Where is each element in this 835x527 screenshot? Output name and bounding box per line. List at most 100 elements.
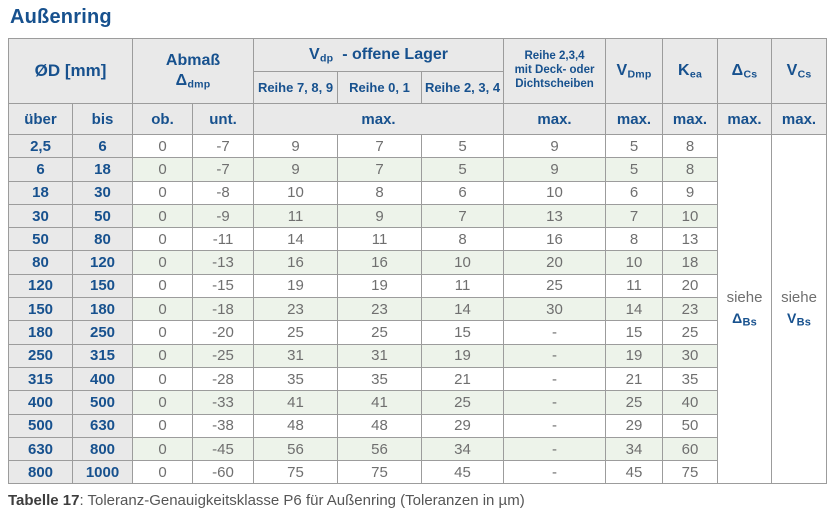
cell-r234: 5 <box>421 133 505 159</box>
cell-r789: 31 <box>253 343 339 368</box>
vcs-symbol: V <box>786 61 798 79</box>
cell-kea: 35 <box>662 366 719 392</box>
cell-vdmp: 11 <box>605 273 664 299</box>
cell-unt: -45 <box>191 436 255 462</box>
cell-ueber: 150 <box>8 297 73 322</box>
cell-r01: 19 <box>337 273 423 299</box>
cell-deck: - <box>503 366 607 392</box>
cell-ob: 0 <box>132 320 193 345</box>
cell-bis: 400 <box>72 366 133 392</box>
header-max-deck: max. <box>503 103 607 135</box>
cell-unt: -60 <box>191 460 255 485</box>
cell-r789: 19 <box>253 273 339 299</box>
cell-r234: 10 <box>421 250 505 275</box>
cell-r234: 29 <box>421 413 505 438</box>
header-vdmp: VDmp <box>605 38 664 104</box>
cell-r234: 14 <box>421 297 505 322</box>
cell-kea: 13 <box>662 227 719 252</box>
header-vcs: VCs <box>771 38 828 104</box>
cell-r01: 75 <box>337 460 423 485</box>
abmass-label: Abmaß <box>165 51 221 69</box>
vdp-symbol: V <box>309 45 321 63</box>
cell-vdmp: 34 <box>605 436 664 462</box>
header-reihe-01: Reihe 0, 1 <box>337 71 423 104</box>
cell-r234: 7 <box>421 203 505 229</box>
cell-kea: 10 <box>662 203 719 229</box>
cell-ob: 0 <box>132 297 193 322</box>
cell-r789: 16 <box>253 250 339 275</box>
cell-ob: 0 <box>132 366 193 392</box>
cell-kea: 23 <box>662 297 719 322</box>
cell-kea: 18 <box>662 250 719 275</box>
cell-r789: 14 <box>253 227 339 252</box>
see-v-bs-cell: siehe VBs <box>771 133 828 485</box>
cell-r234: 19 <box>421 343 505 368</box>
cell-vdmp: 6 <box>605 180 664 205</box>
table-row: 2,5 6 0 -7 9 7 5 9 5 8 siehe ΔBs siehe VBs <box>8 133 828 485</box>
cell-unt: -9 <box>191 203 255 229</box>
cell-bis: 18 <box>72 157 133 182</box>
cell-deck: - <box>503 390 607 415</box>
cell-unt: -7 <box>191 133 255 159</box>
cell-ueber: 50 <box>8 227 73 252</box>
caption-text: : Toleranz-Genauigkeitsklasse P6 für Auß… <box>79 492 525 509</box>
cell-r789: 75 <box>253 460 339 485</box>
cell-r01: 23 <box>337 297 423 322</box>
cell-ob: 0 <box>132 157 193 182</box>
cell-unt: -11 <box>191 227 255 252</box>
cell-kea: 40 <box>662 390 719 415</box>
cell-vdmp: 7 <box>605 203 664 229</box>
table-row: 630 800 0 -45 56 56 34-34 60 <box>8 436 827 462</box>
cell-r789: 48 <box>253 413 339 438</box>
header-vdp-offene-lager: Vdp - offene Lager <box>253 38 505 72</box>
tolerance-table: ØD [mm] Abmaß Δdmp Vdp - offene Lager Re… <box>8 38 828 485</box>
cell-vdmp: 10 <box>605 250 664 275</box>
cell-kea: 75 <box>662 460 719 485</box>
cell-bis: 500 <box>72 390 133 415</box>
cell-unt: -13 <box>191 250 255 275</box>
cell-vdmp: 25 <box>605 390 664 415</box>
cell-ob: 0 <box>132 203 193 229</box>
cell-kea: 8 <box>662 133 719 159</box>
cell-r789: 9 <box>253 157 339 182</box>
header-reihe-789: Reihe 7, 8, 9 <box>253 71 339 104</box>
cell-ueber: 6 <box>8 157 73 182</box>
cell-ob: 0 <box>132 250 193 275</box>
cell-kea: 9 <box>662 180 719 205</box>
cell-ueber: 250 <box>8 343 73 368</box>
siehe-label: siehe <box>781 288 817 306</box>
kea-symbol: K <box>678 61 690 79</box>
cell-r234: 45 <box>421 460 505 485</box>
cell-r01: 7 <box>337 157 423 182</box>
cell-r234: 34 <box>421 436 505 462</box>
cell-deck: - <box>503 436 607 462</box>
cell-bis: 120 <box>72 250 133 275</box>
cell-deck: 13 <box>503 203 607 229</box>
cell-unt: -15 <box>191 273 255 299</box>
cell-bis: 315 <box>72 343 133 368</box>
cell-ob: 0 <box>132 390 193 415</box>
cell-kea: 8 <box>662 157 719 182</box>
cell-r789: 10 <box>253 180 339 205</box>
cell-r01: 48 <box>337 413 423 438</box>
header-ueber: über <box>8 103 73 135</box>
cell-ueber: 18 <box>8 180 73 205</box>
header-max-vdmp: max. <box>605 103 664 135</box>
cell-r01: 56 <box>337 436 423 462</box>
see-delta-bs-cell: siehe ΔBs <box>717 133 773 485</box>
cell-ueber: 120 <box>8 273 73 299</box>
cell-bis: 50 <box>72 203 133 229</box>
cell-unt: -18 <box>191 297 255 322</box>
cell-bis: 150 <box>72 273 133 299</box>
cell-unt: -7 <box>191 157 255 182</box>
cell-r234: 6 <box>421 180 505 205</box>
cell-bis: 250 <box>72 320 133 345</box>
cell-vdmp: 5 <box>605 133 664 159</box>
table-row: 250 315 0 -25 31 31 19-19 30 <box>8 343 827 368</box>
cell-r234: 21 <box>421 366 505 392</box>
cell-kea: 25 <box>662 320 719 345</box>
header-ob: ob. <box>132 103 193 135</box>
cell-deck: 10 <box>503 180 607 205</box>
cell-r01: 9 <box>337 203 423 229</box>
cell-ob: 0 <box>132 227 193 252</box>
